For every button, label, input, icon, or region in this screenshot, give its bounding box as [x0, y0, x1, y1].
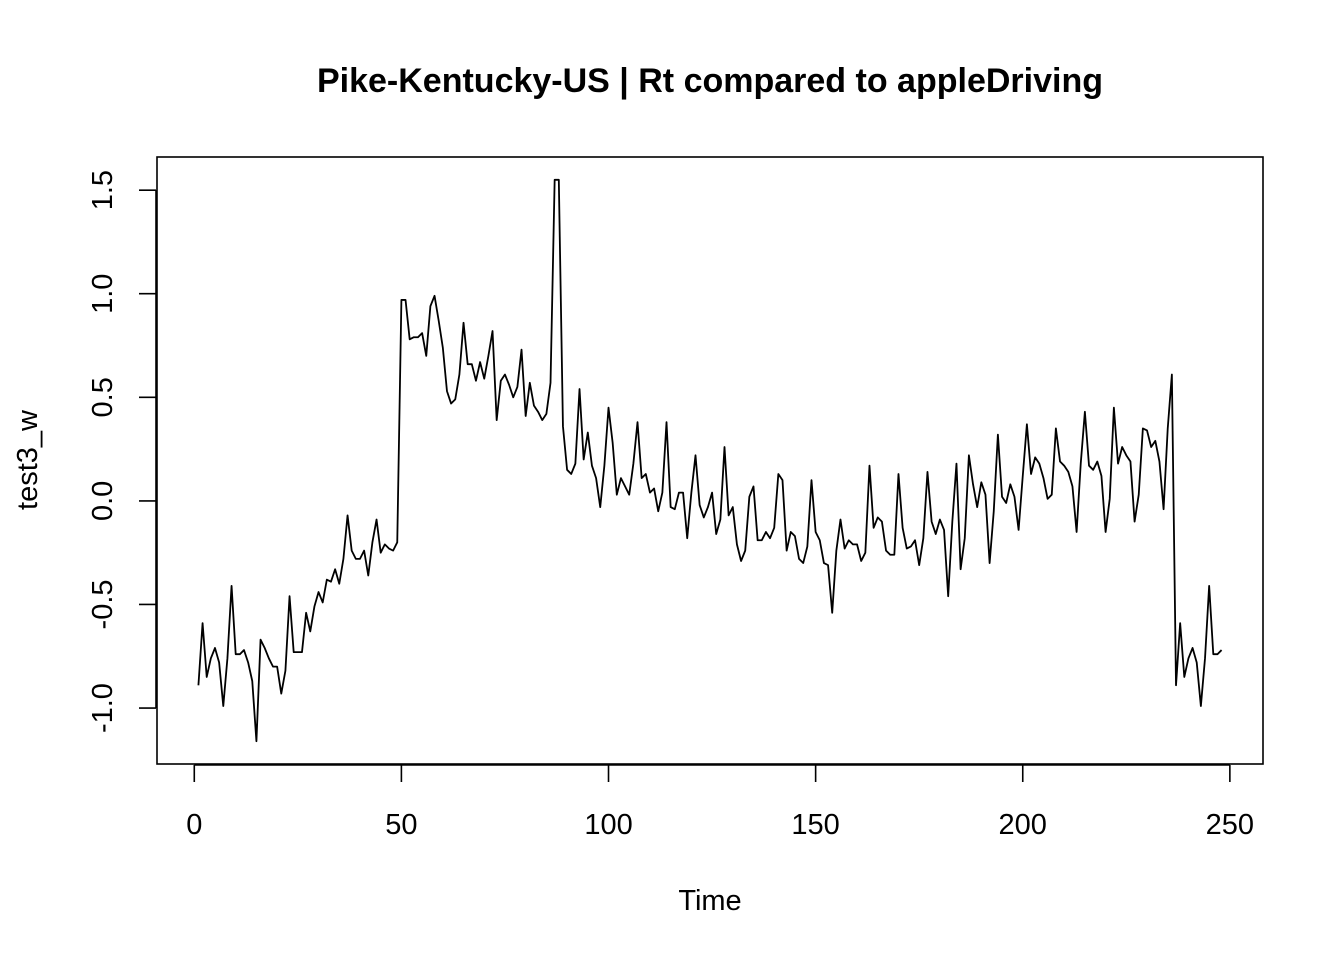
- x-tick-label: 150: [791, 809, 839, 841]
- y-tick-label: -0.5: [87, 579, 119, 629]
- y-tick-label: 0.5: [87, 377, 119, 417]
- y-tick-label: 1.0: [87, 274, 119, 314]
- y-axis-label: test3_w: [12, 409, 44, 510]
- x-axis: 0 50 100 150 200 250: [186, 764, 1254, 841]
- chart-title: Pike-Kentucky-US | Rt compared to appleD…: [317, 62, 1103, 100]
- plot-frame: [156, 156, 1264, 765]
- x-tick-label: 200: [999, 809, 1047, 841]
- x-tick-label: 50: [385, 809, 417, 841]
- y-tick-label: 1.5: [87, 170, 119, 210]
- y-tick-label: 0.0: [87, 481, 119, 521]
- y-tick-label: -1.0: [87, 683, 119, 733]
- x-tick-label: 0: [186, 809, 202, 841]
- series-line: [197, 178, 1223, 743]
- y-axis: -1.0 -0.5 0.0 0.5 1.0 1.5: [87, 170, 157, 733]
- x-axis-label: Time: [678, 885, 741, 917]
- x-tick-label: 250: [1206, 809, 1254, 841]
- x-tick-label: 100: [584, 809, 632, 841]
